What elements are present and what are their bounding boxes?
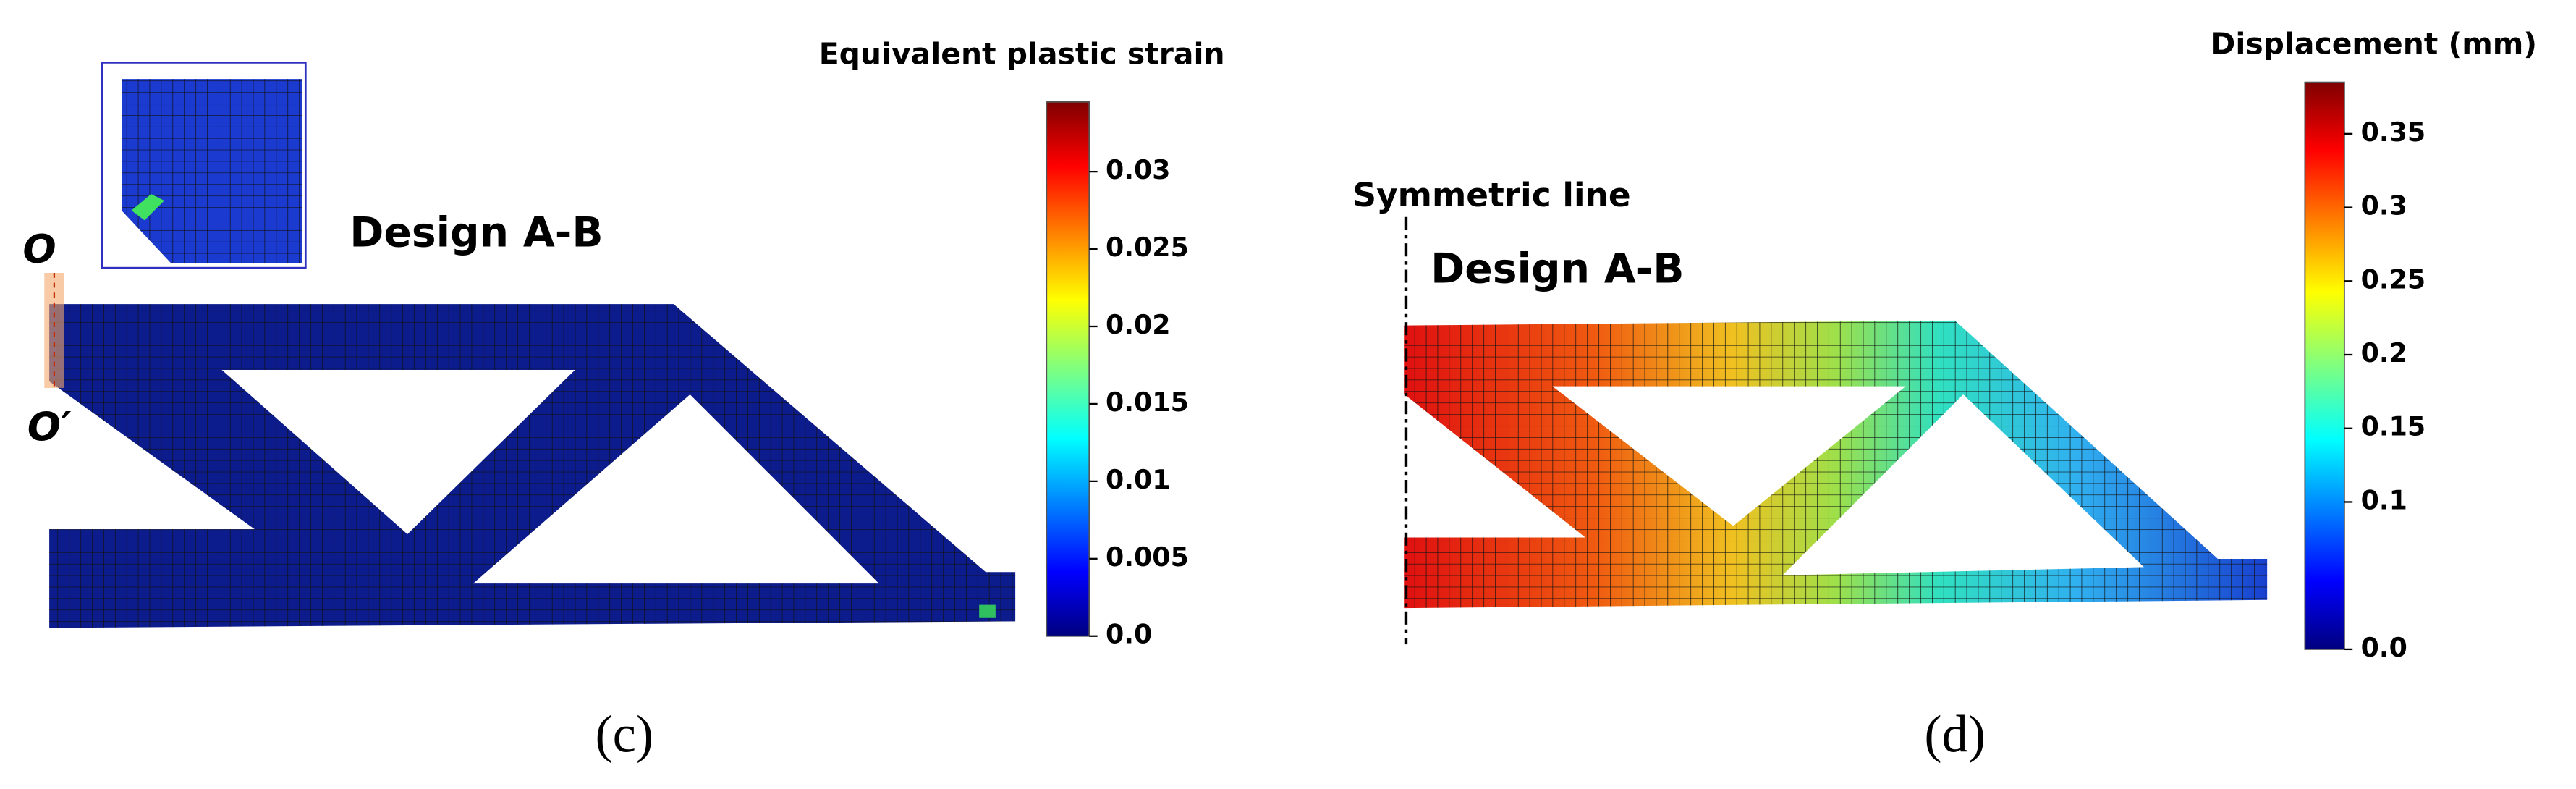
colorbar-tick-label: 0.0 <box>2361 632 2407 663</box>
panel-label: (d) <box>1924 704 1986 763</box>
colorbar-tick-label: 0.0 <box>1106 619 1152 650</box>
colorbar-tick-label: 0.25 <box>2361 263 2426 295</box>
colorbar <box>2304 81 2345 650</box>
colorbar-tick-label: 0.2 <box>2361 337 2407 368</box>
annotation: O′ <box>27 403 72 450</box>
colorbar-title: Equivalent plastic strain <box>819 36 1225 71</box>
inset <box>101 62 307 269</box>
displacement-contour <box>1404 216 2268 645</box>
design-label: Design A-B <box>349 208 603 256</box>
annotation: O <box>22 226 56 272</box>
colorbar-tick-label: 0.1 <box>2361 484 2407 515</box>
colorbar-tick-label: 0.025 <box>1106 232 1189 263</box>
colorbar-tick-label: 0.005 <box>1106 541 1189 573</box>
design-label: Design A-B <box>1431 245 1684 292</box>
colorbar-tick-label: 0.02 <box>1106 309 1171 340</box>
panel-label: (c) <box>595 704 653 763</box>
colorbar-tick-label: 0.015 <box>1106 387 1189 418</box>
colorbar-tick-label: 0.3 <box>2361 190 2407 221</box>
strain-contour <box>44 272 1016 628</box>
colorbar-title: Displacement (mm) <box>2211 27 2537 62</box>
colorbar-tick-label: 0.35 <box>2361 117 2426 148</box>
annotation: Symmetric line <box>1352 176 1630 214</box>
colorbar-tick-label: 0.01 <box>1106 464 1171 495</box>
colorbar-tick-label: 0.03 <box>1106 154 1171 185</box>
colorbar-tick-label: 0.15 <box>2361 411 2426 442</box>
colorbar <box>1046 101 1090 637</box>
